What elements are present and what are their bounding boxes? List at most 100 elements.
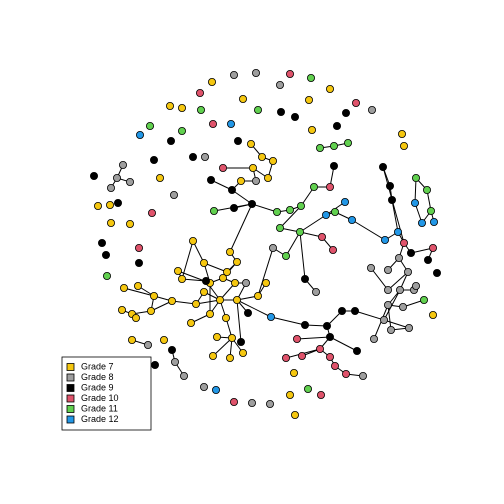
legend-box (61, 356, 152, 431)
edge (296, 336, 331, 340)
node (285, 205, 294, 214)
node (329, 141, 338, 150)
node (177, 127, 186, 136)
node (230, 278, 239, 287)
node (196, 106, 205, 115)
node (367, 106, 376, 115)
legend-label: Grade 11 (81, 403, 118, 413)
node (332, 122, 341, 131)
node (209, 206, 218, 215)
node (238, 348, 247, 357)
node (188, 236, 197, 245)
node (253, 291, 262, 300)
legend-swatch (66, 384, 75, 392)
node (343, 138, 352, 147)
node (147, 208, 156, 217)
node (315, 344, 324, 353)
edge (387, 271, 409, 291)
node (265, 399, 274, 408)
node (247, 199, 256, 208)
node (317, 232, 326, 241)
node (358, 371, 367, 380)
node (177, 104, 186, 113)
node (350, 306, 359, 315)
edge (391, 199, 399, 233)
node (322, 321, 331, 330)
edge (285, 231, 301, 257)
edge (299, 231, 306, 280)
node (263, 173, 272, 182)
node (199, 258, 208, 267)
node (206, 175, 215, 184)
node (226, 120, 235, 129)
node (233, 136, 242, 145)
node (133, 281, 142, 290)
node (281, 251, 290, 260)
node (218, 163, 227, 172)
legend-swatch (66, 363, 75, 371)
node (432, 268, 441, 277)
node (243, 308, 252, 317)
node (90, 171, 99, 180)
node (229, 71, 238, 80)
node (208, 351, 217, 360)
node (380, 235, 389, 244)
node (236, 337, 245, 346)
node (107, 218, 116, 227)
node (315, 143, 324, 152)
node (403, 267, 412, 276)
edge (192, 240, 205, 264)
node (399, 141, 408, 150)
node (165, 102, 174, 111)
node (295, 227, 304, 236)
node (167, 296, 176, 305)
node (251, 176, 260, 185)
legend-swatch (66, 415, 75, 424)
node (304, 96, 313, 105)
node (102, 250, 111, 259)
node (166, 136, 175, 145)
node (146, 306, 155, 315)
edge (195, 299, 221, 305)
node (419, 295, 428, 304)
node (113, 173, 122, 182)
node (423, 255, 432, 264)
node (394, 253, 403, 262)
node (188, 152, 197, 161)
node (428, 310, 437, 319)
node (379, 315, 388, 324)
node (120, 283, 129, 292)
edge (212, 337, 233, 357)
node (325, 352, 334, 361)
node (169, 190, 178, 199)
node (341, 369, 350, 378)
edge (257, 247, 274, 297)
node (229, 203, 238, 212)
edge (414, 177, 417, 204)
node (383, 285, 392, 294)
node (107, 183, 116, 192)
node (173, 266, 182, 275)
node (114, 198, 123, 207)
node (325, 85, 334, 94)
node (195, 89, 204, 98)
legend-label: Grade 10 (81, 393, 119, 403)
node (351, 99, 360, 108)
node (341, 109, 350, 118)
node (321, 210, 330, 219)
edge (236, 299, 272, 318)
nodes (90, 69, 441, 419)
edge (229, 203, 253, 253)
node (134, 243, 143, 252)
node (297, 351, 306, 360)
node (232, 295, 241, 304)
node (227, 333, 236, 342)
node (106, 200, 115, 209)
node (150, 360, 159, 369)
node (290, 410, 299, 419)
node (378, 162, 387, 171)
node (309, 182, 318, 191)
node (200, 152, 209, 161)
